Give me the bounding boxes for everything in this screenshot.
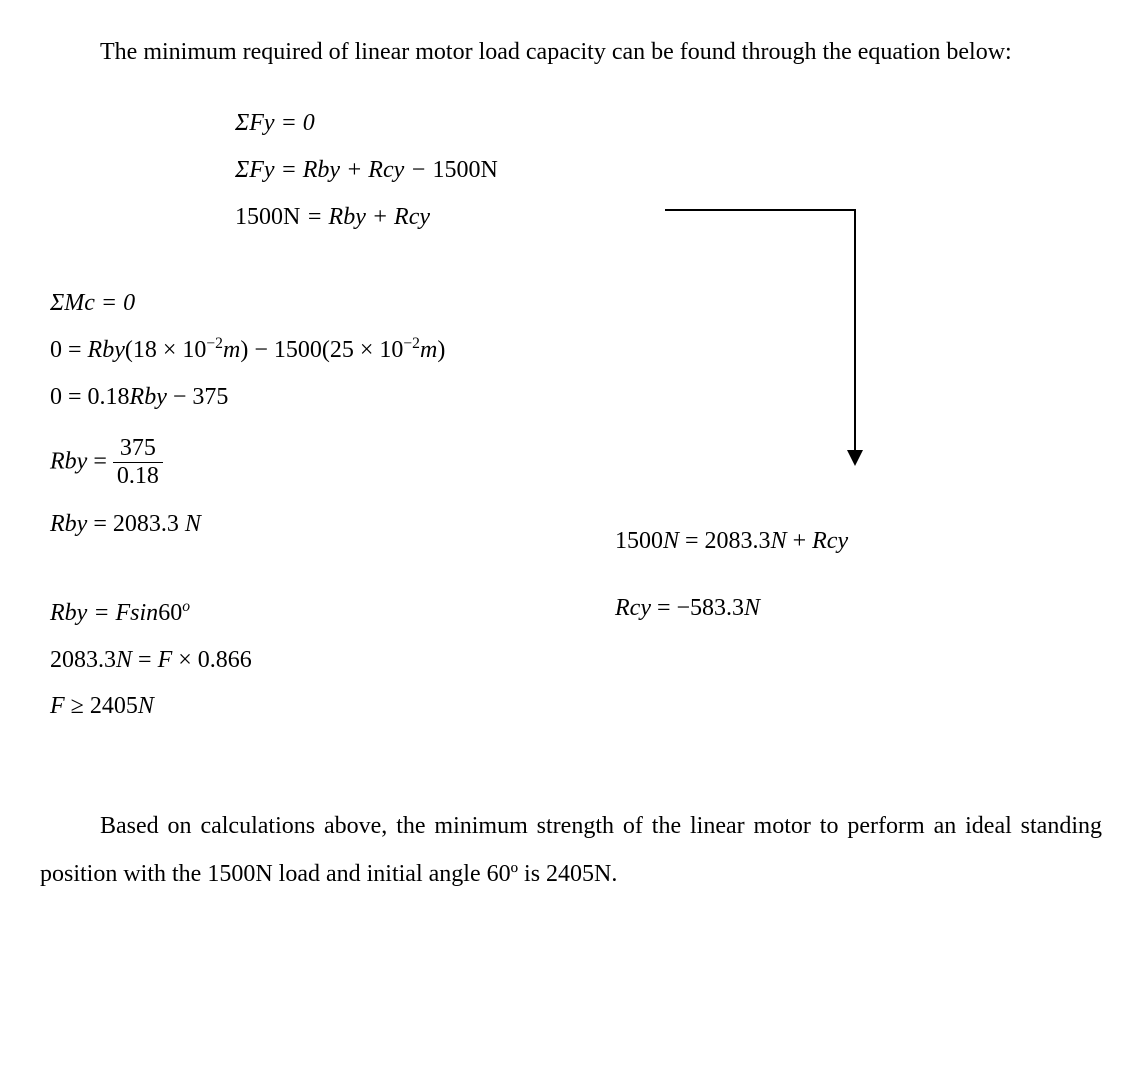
intro-text: The minimum required of linear motor loa…: [40, 28, 1102, 76]
conclusion-paragraph: Based on calculations above, the minimum…: [40, 802, 1102, 898]
equation-block-rcy: 1500N = 2083.3N + Rcy Rcy = −583.3N: [615, 518, 1035, 632]
fraction: 375 0.18: [113, 435, 163, 491]
conclusion-text: Based on calculations above, the minimum…: [40, 802, 1102, 898]
eq-sigma-fy-expand: ΣFy = Rby + Rcy − 1500N: [235, 147, 1102, 194]
equation-block-moments: ΣMc = 0 0 = Rby(18 × 10−2m) − 1500(25 × …: [50, 280, 1102, 730]
arrow-icon: [665, 200, 865, 480]
eq-f-times: 2083.3N = F × 0.866: [50, 637, 1102, 684]
eq-rcy-value: Rcy = −583.3N: [615, 585, 1035, 632]
eq-f-geq: F ≥ 2405N: [50, 683, 1102, 730]
eq-1500-2083-rcy: 1500N = 2083.3N + Rcy: [615, 518, 1035, 565]
intro-paragraph: The minimum required of linear motor loa…: [40, 28, 1102, 76]
eq-rby-fraction: Rby = 375 0.18: [50, 435, 1102, 491]
flow-arrow: [665, 200, 865, 480]
eq-moment-expand: 0 = Rby(18 × 10−2m) − 1500(25 × 10−2m): [50, 327, 1102, 374]
eq-sigma-mc-zero: ΣMc = 0: [50, 280, 1102, 327]
page: The minimum required of linear motor loa…: [0, 0, 1142, 898]
eq-sigma-fy-zero: ΣFy = 0: [235, 100, 1102, 147]
eq-moment-simplified: 0 = 0.18Rby − 375: [50, 374, 1102, 421]
